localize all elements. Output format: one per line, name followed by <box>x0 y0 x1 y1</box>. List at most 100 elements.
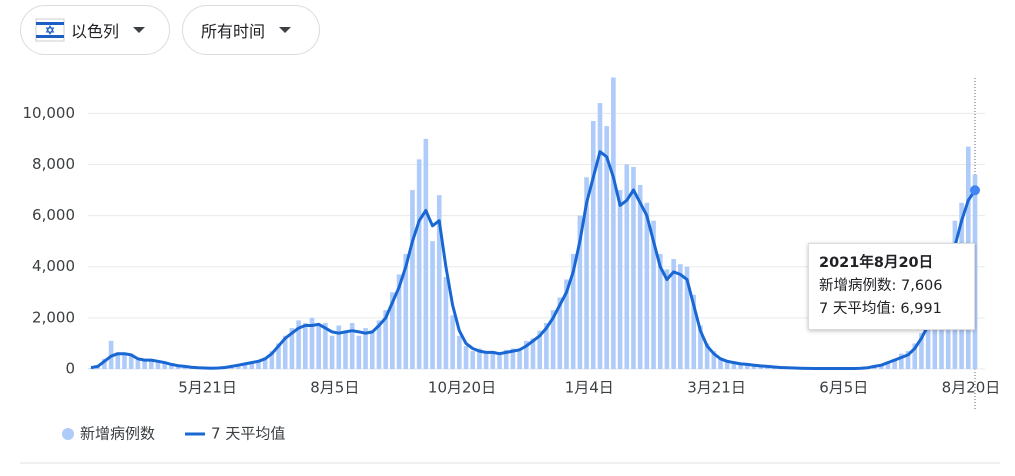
bar <box>182 366 188 369</box>
bar <box>785 367 790 369</box>
bar <box>102 358 107 369</box>
bar <box>631 167 636 369</box>
bar <box>282 335 288 369</box>
bar <box>711 351 717 369</box>
bar <box>423 138 429 369</box>
bar <box>657 253 663 369</box>
bar <box>805 368 810 369</box>
bar <box>289 328 295 369</box>
bar <box>108 340 114 369</box>
bar <box>564 279 569 369</box>
bar <box>229 365 234 369</box>
bar <box>436 195 442 369</box>
bar <box>189 366 194 369</box>
region-select[interactable]: 以色列 <box>20 5 170 55</box>
bar <box>195 367 201 369</box>
bar <box>215 367 221 369</box>
bar <box>503 349 509 369</box>
tooltip-line: 7 天平均值: 6,991 <box>819 301 942 317</box>
x-tick-label: 5月21日 <box>178 379 237 397</box>
x-tick-label: 6月5日 <box>819 379 868 397</box>
bar <box>383 310 388 369</box>
bar <box>745 363 750 369</box>
bar <box>517 351 522 369</box>
dropdown-caret <box>133 27 146 33</box>
bar <box>617 190 623 369</box>
bar <box>611 77 616 369</box>
bar <box>718 357 723 369</box>
x-tick-label: 8月20日 <box>942 379 1001 397</box>
bar <box>678 264 683 369</box>
bar <box>450 315 455 369</box>
bar <box>858 367 864 369</box>
bar <box>256 361 261 369</box>
bar <box>765 366 770 369</box>
bar <box>798 368 804 369</box>
bar <box>416 159 422 369</box>
legend-label: 7 天平均值 <box>211 425 285 443</box>
bar <box>376 320 382 369</box>
legend-marker <box>62 428 74 440</box>
bar <box>396 274 402 369</box>
y-tick-label: 6,000 <box>32 206 75 224</box>
legend-label: 新增病例数 <box>80 425 155 443</box>
bar <box>597 103 603 370</box>
bar <box>276 343 281 369</box>
bar <box>329 335 335 369</box>
y-tick-label: 0 <box>65 360 75 378</box>
bar <box>724 360 730 369</box>
x-tick-label: 3月21日 <box>687 379 746 397</box>
bar <box>128 353 134 369</box>
bar <box>731 361 737 369</box>
bar <box>872 365 877 369</box>
bar <box>443 276 449 369</box>
bar <box>477 348 482 369</box>
bar <box>885 361 891 369</box>
bar <box>483 353 489 369</box>
bar <box>510 348 516 369</box>
bar <box>530 338 536 369</box>
x-tick-label: 8月5日 <box>310 379 359 397</box>
tooltip: 2021年8月20日 新增病例数: 7,606 7 天平均值: 6,991 <box>808 243 975 330</box>
bar <box>818 368 824 369</box>
bar <box>169 363 174 369</box>
bar <box>905 351 911 369</box>
bar <box>316 325 321 369</box>
bar <box>363 328 368 369</box>
bar <box>135 360 141 369</box>
bar <box>309 317 315 369</box>
bar <box>497 354 502 369</box>
bar <box>175 365 181 369</box>
bar <box>222 367 228 369</box>
y-tick-label: 4,000 <box>32 257 75 275</box>
bar <box>778 367 784 369</box>
bar <box>832 368 837 369</box>
bar <box>684 266 690 369</box>
hover-point <box>970 185 980 196</box>
bar <box>349 322 355 369</box>
period-select[interactable]: 所有时间 <box>182 5 320 55</box>
region-label: 以色列 <box>71 22 120 41</box>
bar <box>490 351 496 369</box>
y-tick-label: 2,000 <box>32 308 75 326</box>
y-tick-label: 8,000 <box>32 155 75 173</box>
period-label: 所有时间 <box>201 22 266 41</box>
bar <box>637 184 643 369</box>
bar <box>644 202 650 369</box>
y-tick-label: 10,000 <box>23 104 76 122</box>
bar <box>892 358 897 369</box>
bar <box>590 121 596 369</box>
bar <box>524 340 529 369</box>
bar <box>811 368 817 369</box>
x-tick-label: 1月4日 <box>565 379 614 397</box>
bar <box>209 368 214 369</box>
bar <box>88 368 94 369</box>
bar <box>95 365 100 369</box>
bar <box>771 366 777 369</box>
bar <box>912 343 918 369</box>
bar <box>430 241 435 369</box>
bar <box>242 363 248 369</box>
bar <box>202 368 208 369</box>
bar <box>269 351 275 369</box>
